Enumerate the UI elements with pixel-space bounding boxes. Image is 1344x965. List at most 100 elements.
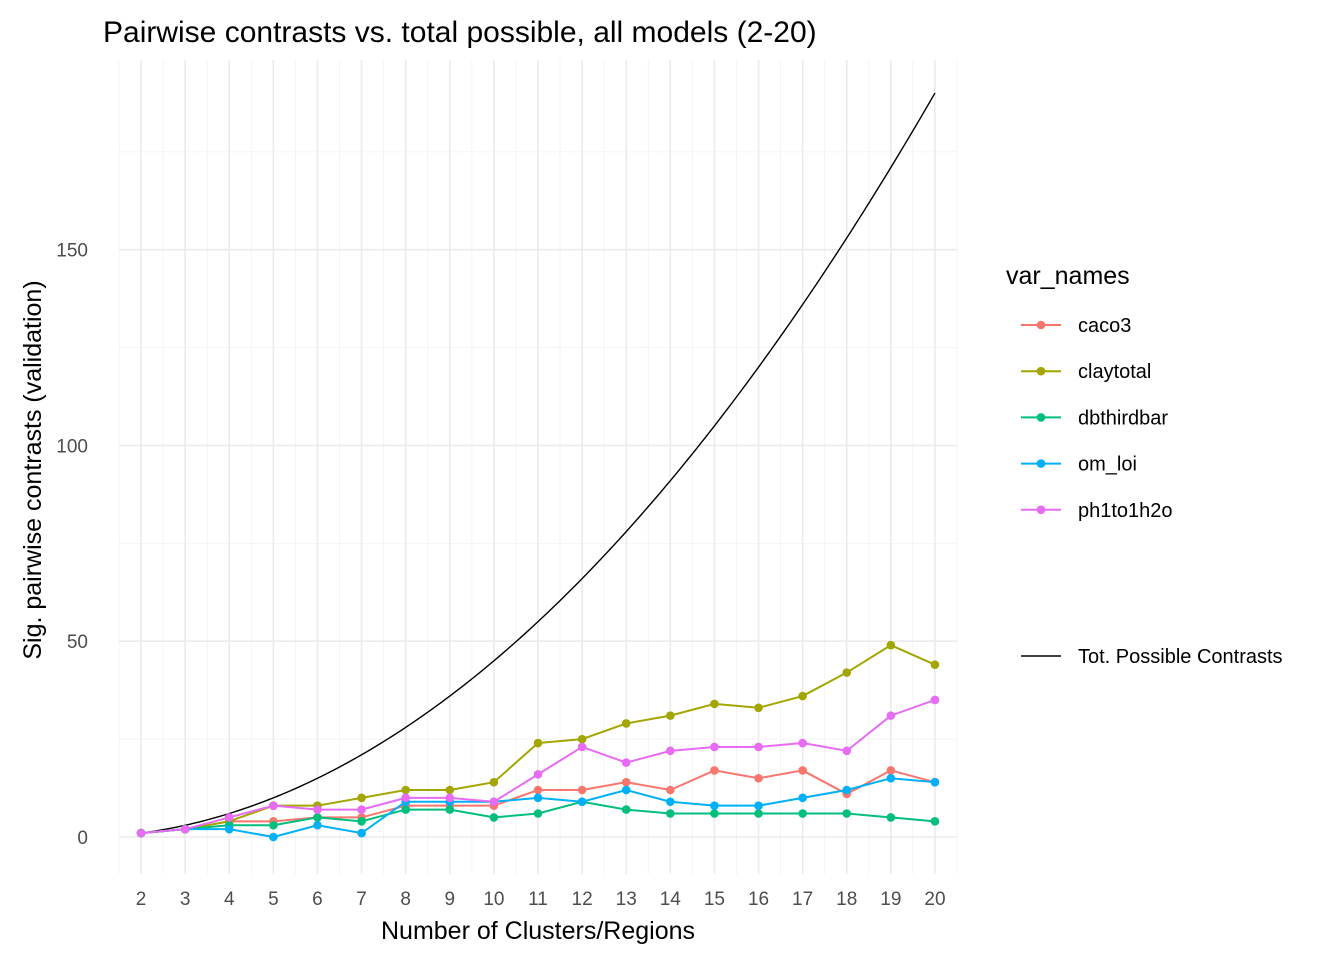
data-point-dbthirdbar	[798, 809, 807, 818]
x-tick-label: 11	[528, 889, 548, 910]
data-point-caco3	[577, 785, 587, 795]
data-point-om-loi	[754, 801, 763, 810]
data-point-dbthirdbar	[930, 817, 940, 826]
data-point-ph1to1h2o	[445, 793, 455, 803]
data-point-om-loi	[666, 797, 675, 807]
series-layer	[136, 640, 940, 842]
data-point-dbthirdbar	[357, 817, 366, 826]
legend-label: Tot. Possible Contrasts	[1078, 646, 1283, 668]
legend-key-point	[1036, 459, 1046, 468]
data-point-om-loi	[357, 828, 366, 838]
x-tick-label: 15	[704, 889, 725, 910]
x-axis-title: Number of Clusters/Regions	[381, 917, 695, 945]
data-point-claytotal	[666, 711, 675, 720]
legend-key-point	[1036, 505, 1046, 515]
data-point-om-loi	[269, 832, 278, 842]
data-point-om-loi	[842, 785, 852, 795]
x-tick-label: 4	[224, 889, 235, 910]
data-point-om-loi	[710, 801, 719, 810]
data-point-ph1to1h2o	[666, 746, 675, 756]
data-point-claytotal	[489, 777, 499, 787]
data-point-ph1to1h2o	[224, 813, 234, 822]
legend-key-point	[1036, 320, 1046, 330]
legend-reference-entry: Tot. Possible Contrasts	[1021, 646, 1283, 668]
data-point-dbthirdbar	[533, 809, 543, 818]
data-point-ph1to1h2o	[136, 828, 146, 838]
data-point-claytotal	[533, 738, 543, 748]
data-point-ph1to1h2o	[533, 770, 543, 779]
data-point-om-loi	[621, 785, 631, 795]
x-tick-label: 2	[136, 889, 147, 910]
data-point-ph1to1h2o	[489, 797, 499, 807]
x-tick-label: 7	[356, 889, 367, 910]
data-point-dbthirdbar	[269, 820, 278, 830]
data-point-dbthirdbar	[489, 813, 499, 822]
data-point-om-loi	[577, 797, 587, 807]
legend-item-om-loi: om_loi	[1021, 454, 1137, 476]
data-point-om-loi	[886, 773, 896, 783]
data-point-claytotal	[710, 699, 719, 709]
data-point-om-loi	[930, 777, 940, 787]
data-point-dbthirdbar	[401, 805, 410, 814]
x-tick-label: 20	[924, 889, 945, 910]
data-point-ph1to1h2o	[710, 742, 719, 752]
y-axis-title: Sig. pairwise contrasts (validation)	[19, 280, 47, 659]
data-point-caco3	[710, 766, 719, 775]
x-tick-label: 13	[616, 889, 637, 910]
data-point-ph1to1h2o	[930, 695, 940, 705]
legend-label: om_loi	[1078, 454, 1137, 476]
legend-item-caco3: caco3	[1021, 315, 1131, 337]
data-point-ph1to1h2o	[798, 738, 807, 748]
x-tick-label: 10	[483, 889, 504, 910]
data-point-om-loi	[224, 824, 234, 834]
data-point-caco3	[798, 766, 807, 775]
chart-title: Pairwise contrasts vs. total possible, a…	[103, 16, 817, 49]
reference-line-layer	[140, 92, 936, 834]
data-point-ph1to1h2o	[357, 805, 366, 814]
x-tick-label: 5	[268, 889, 279, 910]
x-tick-label: 3	[180, 889, 191, 910]
legend: var_names caco3 claytotal dbthirdbar om_loi…	[1006, 262, 1283, 668]
data-point-ph1to1h2o	[754, 742, 763, 752]
legend-item-ph1to1h2o: ph1to1h2o	[1021, 500, 1173, 522]
data-point-dbthirdbar	[313, 813, 322, 822]
y-tick-label: 50	[67, 632, 88, 653]
data-point-ph1to1h2o	[577, 742, 587, 752]
y-tick-label: 0	[77, 828, 88, 849]
data-point-caco3	[621, 777, 631, 787]
reference-line-tot-possible-contrasts	[140, 92, 936, 834]
data-point-om-loi	[533, 793, 543, 803]
data-point-dbthirdbar	[445, 805, 455, 814]
data-point-ph1to1h2o	[621, 758, 631, 767]
data-point-dbthirdbar	[842, 809, 852, 818]
data-point-ph1to1h2o	[401, 793, 410, 803]
legend-item-claytotal: claytotal	[1021, 361, 1151, 383]
legend-label: claytotal	[1078, 361, 1151, 383]
data-point-ph1to1h2o	[842, 746, 852, 756]
x-tick-label: 17	[792, 889, 813, 910]
legend-key-point	[1036, 366, 1046, 376]
legend-label: dbthirdbar	[1078, 407, 1168, 429]
data-point-claytotal	[886, 640, 896, 650]
data-point-claytotal	[577, 734, 587, 744]
data-point-dbthirdbar	[621, 805, 631, 814]
data-point-claytotal	[445, 785, 455, 795]
data-point-dbthirdbar	[754, 809, 763, 818]
x-tick-label: 12	[572, 889, 593, 910]
data-point-ph1to1h2o	[886, 711, 896, 720]
series-ph1to1h2o	[136, 695, 940, 838]
x-tick-label: 8	[400, 889, 411, 910]
data-point-ph1to1h2o	[269, 801, 278, 810]
legend-label: ph1to1h2o	[1078, 500, 1173, 522]
x-tick-label: 19	[880, 889, 901, 910]
y-tick-label: 150	[56, 241, 88, 262]
x-axis-tick-labels: 2 3 4 5 6 7 8 9 10 11 12 13 14 15 16 17 18 19 20	[136, 889, 946, 910]
data-point-claytotal	[754, 703, 763, 713]
data-point-om-loi	[798, 793, 807, 803]
data-point-om-loi	[313, 820, 322, 830]
x-tick-label: 6	[312, 889, 323, 910]
data-point-claytotal	[357, 793, 366, 803]
data-point-dbthirdbar	[886, 813, 896, 822]
